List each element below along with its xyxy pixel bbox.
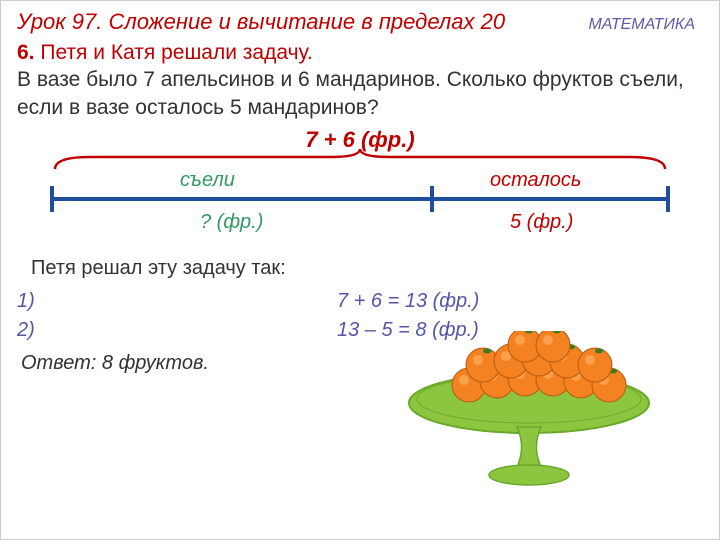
problem-intro: Петя и Катя решали задачу. bbox=[40, 41, 312, 64]
axis-line bbox=[50, 197, 670, 201]
header: Урок 97. Сложение и вычитание в пределах… bbox=[1, 1, 719, 37]
brace-icon bbox=[50, 149, 670, 171]
fruit-bowl-illustration bbox=[399, 331, 659, 501]
slide: Урок 97. Сложение и вычитание в пределах… bbox=[0, 0, 720, 540]
step-number: 1) bbox=[17, 290, 57, 313]
axis-tick bbox=[50, 186, 54, 212]
problem-text: 6. Петя и Катя решали задачу. В вазе был… bbox=[1, 37, 719, 121]
subject-label: МАТЕМАТИКА bbox=[588, 16, 703, 34]
eaten-value: ? (фр.) bbox=[200, 211, 263, 234]
left-value: 5 (фр.) bbox=[510, 211, 573, 234]
step-number: 2) bbox=[17, 319, 57, 342]
left-label: осталось bbox=[490, 169, 581, 192]
number-line-diagram: съели осталось ? (фр.) 5 (фр.) bbox=[50, 153, 670, 253]
problem-number: 6. bbox=[17, 41, 35, 64]
axis-tick bbox=[666, 186, 670, 212]
fruit-icon bbox=[578, 348, 612, 382]
fruit-icon bbox=[536, 331, 570, 362]
step-expression: 7 + 6 = 13 (фр.) bbox=[57, 290, 479, 313]
solution-intro: Петя решал эту задачу так: bbox=[1, 253, 341, 284]
eaten-label: съели bbox=[180, 169, 235, 192]
axis-tick bbox=[430, 186, 434, 212]
problem-body: В вазе было 7 апельсинов и 6 мандаринов.… bbox=[17, 68, 684, 118]
lesson-title: Урок 97. Сложение и вычитание в пределах… bbox=[17, 9, 505, 35]
step-1: 1) 7 + 6 = 13 (фр.) bbox=[17, 290, 689, 313]
